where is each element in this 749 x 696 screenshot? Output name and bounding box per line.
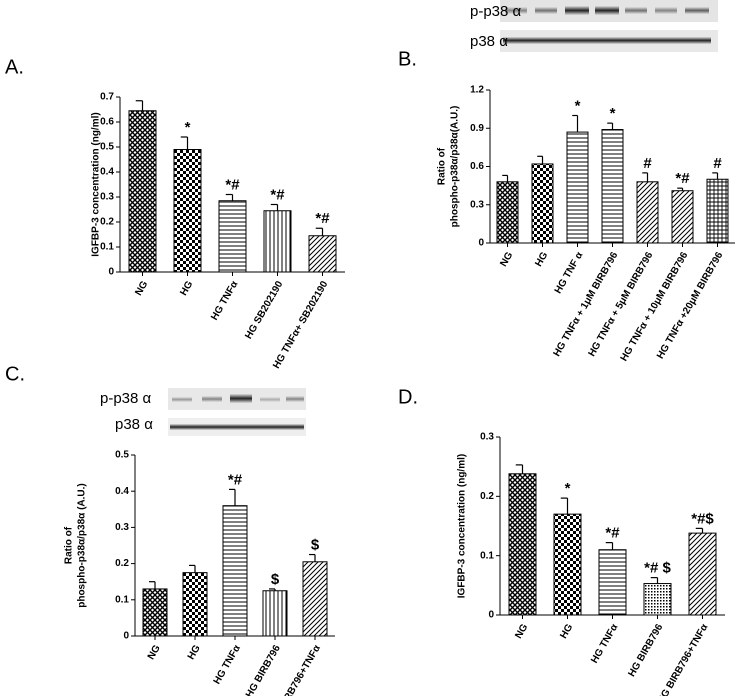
panel-label: C. — [5, 363, 25, 385]
x-tick-label: HG BIRB796+TNFα — [656, 622, 711, 696]
y-tick-label: 0.2 — [115, 558, 129, 569]
bar — [496, 181, 519, 244]
y-tick-label: 0.5 — [115, 450, 129, 461]
y-tick-label: 0.1 — [115, 594, 129, 605]
x-tick-label: HG TNF α — [553, 250, 586, 296]
bar-annotation: *# — [228, 471, 243, 488]
bar — [553, 513, 582, 616]
y-tick-label: 0.3 — [100, 192, 114, 203]
bar — [173, 149, 202, 273]
y-tick-label: 0 — [123, 631, 129, 642]
x-tick-label: HG TNFα — [212, 643, 244, 687]
bar — [671, 190, 694, 244]
bar — [262, 590, 288, 637]
bar — [302, 561, 328, 637]
bar — [142, 588, 168, 637]
bar — [263, 210, 292, 273]
y-tick-label: 0 — [108, 267, 114, 278]
y-tick-label: 0.2 — [100, 217, 114, 228]
x-tick-label: HG TNFα + 1μM BIRB796 — [552, 250, 621, 359]
panel-label: A. — [5, 56, 24, 78]
bar-annotation: *# — [315, 210, 330, 227]
bar — [566, 131, 589, 244]
bar — [601, 129, 624, 244]
y-axis-label: IGFBP-3 concentration (ng/ml) — [91, 112, 102, 256]
x-tick-label: NG — [133, 279, 150, 298]
bar — [222, 505, 248, 637]
x-tick-label: HG TNFα + 5μM BIRB796 — [587, 250, 656, 359]
blot-label: p-p38 α — [470, 3, 522, 20]
y-axis-label: Ratio of — [437, 147, 448, 185]
bar — [643, 583, 672, 616]
y-tick-label: 0.5 — [100, 142, 114, 153]
bar-annotation: $ — [271, 571, 280, 588]
x-tick-label: HG TNFα — [589, 622, 621, 666]
y-tick-label: 0.3 — [480, 432, 494, 443]
y-axis-label: IGFBP-3 concentration (ng/ml) — [457, 454, 468, 598]
x-tick-label: HG BIRB796 — [626, 622, 665, 679]
bar-annotation: *# — [225, 176, 240, 193]
x-tick-label: NG — [146, 643, 163, 662]
bar — [531, 163, 554, 244]
bar — [706, 178, 729, 244]
y-tick-label: 0.9 — [470, 123, 484, 134]
bar-annotation: *# — [605, 525, 620, 542]
bar-annotation: $ — [311, 537, 320, 554]
blot-c — [168, 388, 306, 436]
blot-label: p38 α — [470, 33, 508, 50]
x-tick-label: HG BIRB796 — [244, 643, 283, 696]
blot-label: p-p38 α — [100, 390, 152, 407]
y-tick-label: 1.2 — [470, 85, 484, 96]
y-axis-label: Ratio of — [64, 526, 75, 564]
y-tick-label: 0.4 — [115, 486, 129, 497]
x-tick-label: HG SB202190 — [243, 279, 285, 341]
panel-label: B. — [398, 48, 417, 70]
y-tick-label: 0.1 — [480, 550, 494, 561]
x-tick-label: HG TNFα +20μM BIRB796 — [655, 250, 725, 361]
bar — [598, 549, 627, 616]
x-tick-label: HG — [558, 622, 575, 641]
bar — [128, 110, 157, 273]
x-tick-label: HG — [178, 279, 195, 298]
panel-label: D. — [398, 386, 418, 408]
x-tick-label: HG — [533, 250, 550, 269]
bar-annotation: * — [185, 119, 191, 136]
bar-annotation: * — [610, 105, 616, 122]
y-tick-label: 0 — [478, 238, 484, 249]
x-tick-label: HG TNFα + 10μM BIRB796 — [619, 250, 691, 363]
y-tick-label: 0.3 — [115, 522, 129, 533]
y-tick-label: 0.4 — [100, 167, 114, 178]
bar — [218, 200, 247, 273]
x-tick-label: NG — [513, 622, 530, 641]
bar-annotation: *# — [270, 186, 285, 203]
y-axis-label: phospho-p38α/p38α(A.U.) — [450, 106, 461, 228]
bar-annotation: *#$ — [691, 510, 714, 527]
bar-annotation: *# $ — [644, 560, 671, 577]
y-tick-label: 0.7 — [100, 92, 114, 103]
bar-annotation: # — [713, 155, 722, 172]
bar — [636, 181, 659, 244]
y-tick-label: 0.6 — [470, 161, 484, 172]
y-tick-label: 0.1 — [100, 242, 114, 253]
bar-annotation: *# — [675, 170, 690, 187]
bar-annotation: # — [643, 155, 652, 172]
bar-annotation: * — [565, 480, 571, 497]
bar — [688, 532, 717, 616]
bar — [308, 235, 337, 273]
y-tick-label: 0.6 — [100, 117, 114, 128]
bar — [508, 473, 537, 616]
bar — [182, 572, 208, 637]
blot-label: p38 α — [115, 416, 153, 433]
bar-annotation: * — [575, 97, 581, 114]
y-tick-label: 0.3 — [470, 199, 484, 210]
x-tick-label: HG TNFα — [209, 279, 241, 323]
blot-b — [500, 0, 718, 52]
y-axis-label: phospho-p38α/p38α (A.U.) — [77, 483, 88, 608]
y-tick-label: 0 — [488, 610, 494, 621]
x-tick-label: HG — [186, 643, 203, 662]
x-tick-label: NG — [498, 250, 515, 269]
y-tick-label: 0.2 — [480, 491, 494, 502]
